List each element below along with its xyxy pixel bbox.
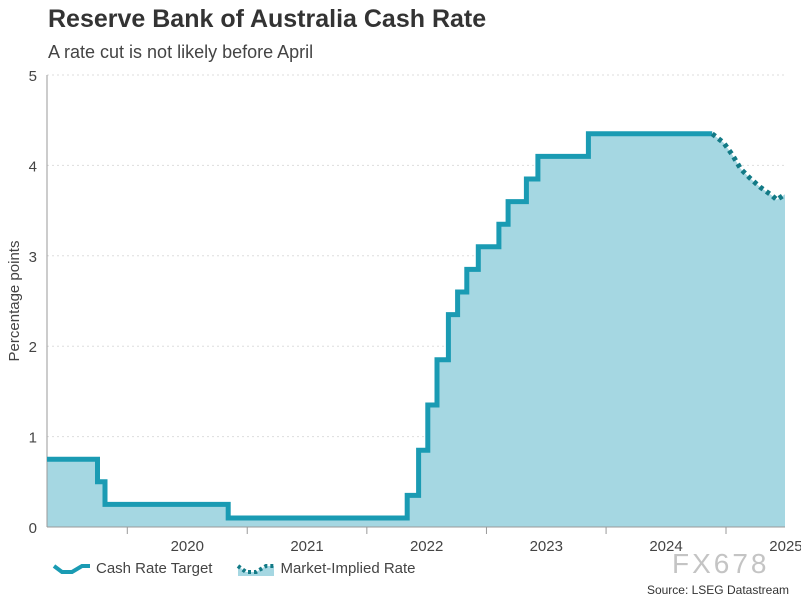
x-tick-label: 2024	[649, 538, 682, 555]
cash-rate-target-line	[47, 131, 713, 521]
cash-rate-area-fill	[47, 133, 785, 528]
watermark-logo: FX678	[672, 548, 770, 579]
legend: Cash Rate Target Market-Implied Rate	[52, 560, 440, 577]
x-tick-label: 2023	[530, 538, 563, 555]
y-tick-label: 4	[29, 158, 37, 175]
x-tick-label: 2020	[171, 538, 204, 555]
y-tick-label: 5	[29, 68, 37, 85]
x-tick-label: 2021	[290, 538, 323, 555]
x-tick-label: 2022	[410, 538, 443, 555]
x-tick-label: 2025	[769, 538, 801, 555]
y-axis-label: Percentage points	[6, 241, 23, 362]
legend-swatch-cash-rate	[52, 563, 90, 574]
y-tick-label: 2	[29, 339, 37, 356]
y-tick-label: 3	[29, 249, 37, 266]
legend-label-cash-rate-target: Cash Rate Target	[96, 560, 213, 577]
y-tick-label: 0	[29, 520, 37, 537]
legend-item-cash-rate-target[interactable]: Cash Rate Target	[52, 560, 212, 577]
chart-subtitle: A rate cut is not likely before April	[48, 42, 314, 62]
legend-item-market-implied-rate[interactable]: Market-Implied Rate	[236, 560, 416, 577]
legend-swatch-market-implied	[237, 563, 275, 576]
chart-title: Reserve Bank of Australia Cash Rate	[48, 5, 487, 33]
legend-label-market-implied-rate: Market-Implied Rate	[280, 560, 416, 577]
market-implied-rate-line	[710, 131, 787, 203]
y-tick-label: 1	[29, 430, 37, 447]
source-note: Source: LSEG Datastream	[646, 583, 789, 597]
